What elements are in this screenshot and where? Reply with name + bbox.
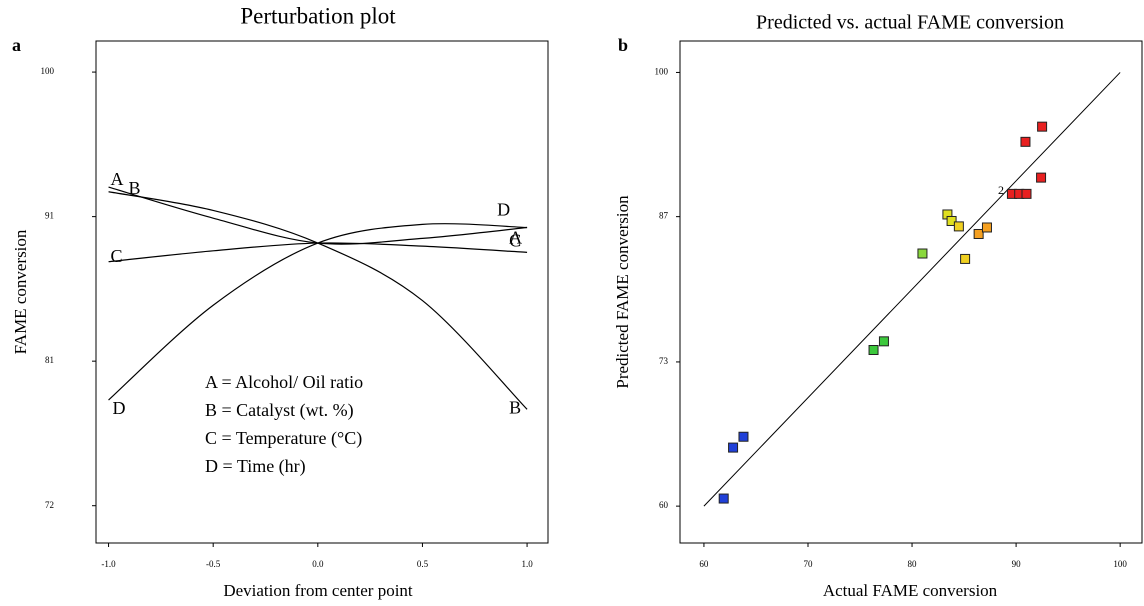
x-axis-label: Actual FAME conversion <box>823 581 998 600</box>
chart-title: Perturbation plot <box>240 3 396 28</box>
y-tick-label: 81 <box>45 355 54 365</box>
data-point <box>973 228 984 239</box>
curve-label: A <box>111 169 124 189</box>
plot-frame <box>679 40 1143 544</box>
factor-legend: D = Time (hr) <box>205 456 306 477</box>
curve-label: A <box>509 228 522 248</box>
x-tick-label: 0.5 <box>417 559 429 569</box>
x-tick-label: 60 <box>699 559 709 569</box>
data-point <box>981 222 992 233</box>
x-tick-label: 90 <box>1012 559 1022 569</box>
curve-label: C <box>509 230 521 250</box>
x-tick-label: 1.0 <box>521 559 533 569</box>
data-point <box>1036 172 1047 183</box>
x-tick-label: 0.0 <box>312 559 324 569</box>
y-tick-label: 87 <box>659 211 669 221</box>
x-tick-label: -1.0 <box>101 559 116 569</box>
chart-title: Predicted vs. actual FAME conversion <box>756 12 1064 34</box>
data-point <box>917 248 928 259</box>
panel-label: a <box>12 35 21 55</box>
data-point <box>1037 121 1048 132</box>
data-point <box>868 345 879 356</box>
x-tick-label: 80 <box>908 559 918 569</box>
plot-frame <box>95 40 549 544</box>
curve-label: B <box>129 178 141 198</box>
response-curve <box>108 186 528 245</box>
factor-legend: A = Alcohol/ Oil ratio <box>205 372 363 392</box>
panel-label: b <box>618 35 628 55</box>
data-point <box>946 215 957 226</box>
y-tick-label: 91 <box>45 211 54 221</box>
x-tick-label: 100 <box>1113 559 1127 569</box>
response-curve <box>108 223 528 401</box>
y-axis-label: Predicted FAME conversion <box>613 195 632 389</box>
data-point <box>1021 188 1032 199</box>
reference-line <box>703 72 1121 507</box>
data-point <box>738 431 749 442</box>
curve-label: D <box>113 398 126 418</box>
data-point <box>728 442 739 453</box>
response-curve <box>108 242 528 263</box>
data-point <box>953 221 964 232</box>
factor-legend: B = Catalyst (wt. %) <box>205 400 354 421</box>
x-tick-label: -0.5 <box>206 559 221 569</box>
factor-legend: C = Temperature (°C) <box>205 428 362 449</box>
point-count: 2 <box>998 183 1004 197</box>
curve-label: B <box>509 397 521 417</box>
data-point <box>960 253 971 264</box>
y-tick-label: 60 <box>659 500 669 510</box>
curve-label: C <box>111 246 123 266</box>
y-tick-label: 100 <box>655 67 669 77</box>
y-tick-label: 100 <box>41 66 55 76</box>
curve-label: D <box>497 200 510 220</box>
x-tick-label: 70 <box>803 559 813 569</box>
x-axis-label: Deviation from center point <box>223 581 413 600</box>
data-point <box>1020 136 1031 147</box>
y-tick-label: 73 <box>659 356 669 366</box>
y-tick-label: 72 <box>45 500 54 510</box>
y-axis-label: FAME conversion <box>11 229 30 354</box>
data-point <box>718 493 729 504</box>
data-point <box>878 336 889 347</box>
